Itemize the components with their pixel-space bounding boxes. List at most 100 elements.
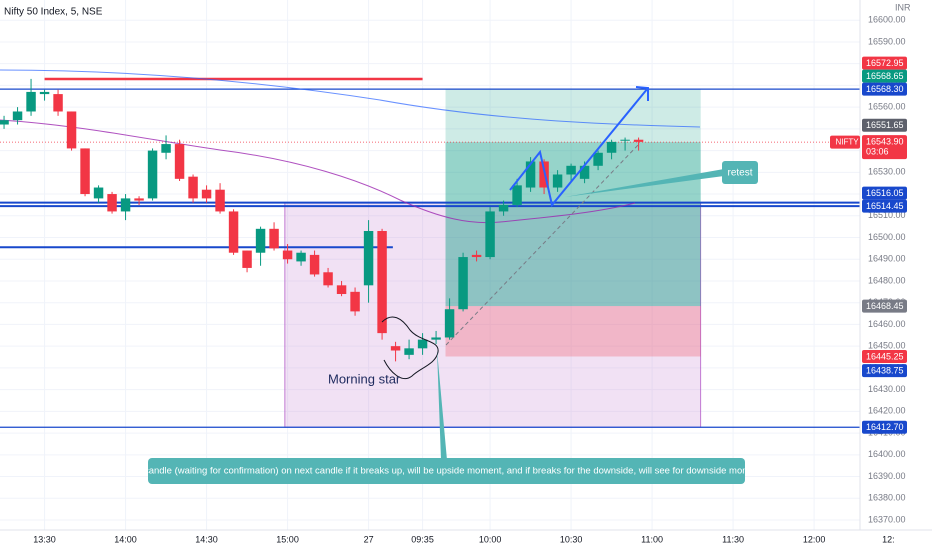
retest-box <box>722 161 758 184</box>
candle-body <box>350 291 360 312</box>
y-tick-label: 16590.00 <box>868 36 906 46</box>
y-tick-label: 16420.00 <box>868 406 906 416</box>
candle-body <box>485 211 495 258</box>
candle-body <box>404 348 414 355</box>
candle-body <box>269 228 279 249</box>
moving-average-fast <box>0 119 636 224</box>
y-tick-label: 16510.00 <box>868 210 906 220</box>
candle-body <box>0 120 9 125</box>
price-badge <box>862 299 907 313</box>
candle-body <box>296 252 306 262</box>
candle-body <box>606 141 617 153</box>
price-badge-label: 16568.30 <box>866 84 904 94</box>
candle-body <box>242 250 252 268</box>
x-tick-label: 27 <box>364 534 374 544</box>
price-badge <box>862 364 907 378</box>
candle-body <box>593 152 603 166</box>
candle-body <box>552 174 563 188</box>
candles <box>0 78 644 362</box>
x-tick-label: 13:30 <box>33 534 56 544</box>
price-badge <box>862 199 907 213</box>
zone <box>445 306 701 357</box>
candle-body <box>323 272 333 286</box>
candle-body <box>188 176 198 199</box>
x-tick-label: 10:30 <box>560 534 583 544</box>
candle-body <box>471 254 482 258</box>
path-arrow <box>509 87 649 208</box>
candle-body <box>39 91 50 95</box>
arrow-head <box>635 86 649 101</box>
symbol-badge <box>830 135 860 149</box>
candle-body <box>444 309 455 338</box>
price-badge <box>862 82 907 96</box>
price-badge <box>862 186 907 200</box>
y-tick-label: 16390.00 <box>868 471 906 481</box>
y-tick-label: 16500.00 <box>868 232 906 242</box>
candle-body <box>431 337 441 340</box>
y-tick-label: 16600.00 <box>868 15 906 25</box>
note-box <box>148 458 745 484</box>
candle-body <box>458 257 468 310</box>
candle-body <box>147 150 158 199</box>
price-badge-label: 16468.45 <box>866 301 904 311</box>
currency: INR <box>895 2 911 12</box>
candle-body <box>336 285 347 295</box>
x-tick-label: 11:30 <box>722 534 744 544</box>
symbol-label: NIFTY <box>835 138 859 147</box>
price-badge-label: 16551.65 <box>866 120 904 130</box>
candle-body <box>525 161 536 188</box>
y-tick-label: 16430.00 <box>868 384 906 394</box>
price-badge-label: 16514.45 <box>866 201 904 211</box>
price-badge <box>862 420 907 434</box>
zone <box>445 89 701 307</box>
candle-body <box>512 185 522 205</box>
candle-body <box>633 139 644 142</box>
x-tick-label: 15:00 <box>276 534 299 544</box>
candle-body <box>134 198 144 201</box>
candle-body <box>309 254 320 275</box>
candle-body <box>228 211 239 253</box>
candle-body <box>26 91 36 112</box>
y-tick-label: 16560.00 <box>868 102 906 112</box>
candle-body <box>120 198 131 212</box>
price-badge-label: 16438.75 <box>866 365 904 375</box>
candle-body <box>282 250 293 260</box>
candle-body <box>363 230 374 286</box>
x-tick-label: 11:00 <box>641 534 663 544</box>
y-tick-label: 16380.00 <box>868 493 906 503</box>
price-badge-label: 16412.70 <box>866 422 904 432</box>
pattern-bracket <box>381 316 439 380</box>
candle-body <box>377 230 387 334</box>
x-tick-label: 12: <box>882 534 895 544</box>
y-tick-label: 16530.00 <box>868 167 906 177</box>
note-pointer <box>437 350 447 460</box>
y-tick-label: 16480.00 <box>868 275 906 285</box>
candle-body <box>12 111 23 121</box>
axis-labels: 16600.0016590.0016580.0016570.0016560.00… <box>33 15 907 544</box>
y-tick-label: 16460.00 <box>868 319 906 329</box>
candle-body <box>390 346 401 351</box>
price-badge <box>862 118 907 132</box>
note-text: halt candle (waiting for confirmation) o… <box>126 466 766 477</box>
candle-body <box>620 139 630 141</box>
candle-body <box>93 187 104 199</box>
x-tick-label: 10:00 <box>479 534 502 544</box>
candle-body <box>161 144 171 153</box>
price-badge <box>862 56 907 70</box>
countdown: 03:06 <box>866 146 889 156</box>
y-tick-label: 16490.00 <box>868 254 906 264</box>
candle-body <box>566 165 576 175</box>
candle-body <box>417 339 428 349</box>
last-price-badge <box>862 135 907 160</box>
candle-body <box>579 165 590 179</box>
y-tick-label: 16370.00 <box>868 514 906 524</box>
price-badge <box>862 69 907 83</box>
candle-body <box>107 194 117 212</box>
retest-pointer <box>565 169 724 197</box>
candle-body <box>53 94 63 112</box>
y-tick-label: 16400.00 <box>868 449 906 459</box>
levels <box>0 77 860 428</box>
last-price-label: 16543.90 <box>866 136 904 146</box>
candle-body <box>66 111 77 149</box>
